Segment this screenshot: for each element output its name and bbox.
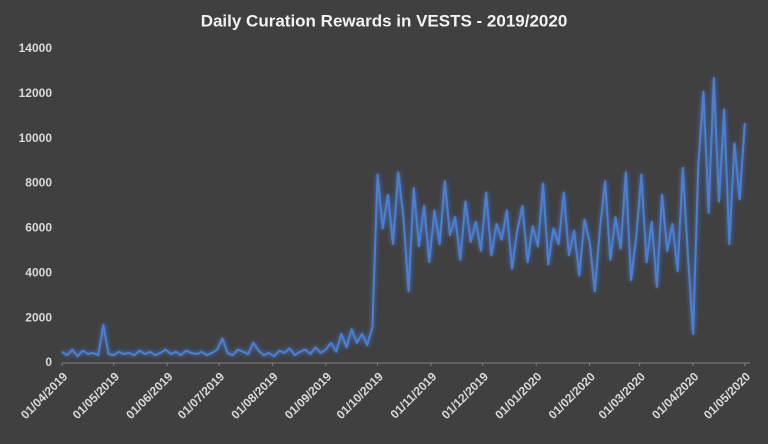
y-tick-label: 2000 xyxy=(25,310,52,324)
y-tick-label: 8000 xyxy=(25,176,52,190)
data-line xyxy=(61,77,746,358)
y-tick-label: 14000 xyxy=(19,41,53,55)
chart-title: Daily Curation Rewards in VESTS - 2019/2… xyxy=(201,11,568,30)
y-tick-label: 4000 xyxy=(25,265,52,279)
y-tick-label: 12000 xyxy=(19,86,53,100)
y-tick-label: 0 xyxy=(45,355,52,369)
y-tick-label: 10000 xyxy=(19,131,53,145)
y-tick-label: 6000 xyxy=(25,221,52,235)
